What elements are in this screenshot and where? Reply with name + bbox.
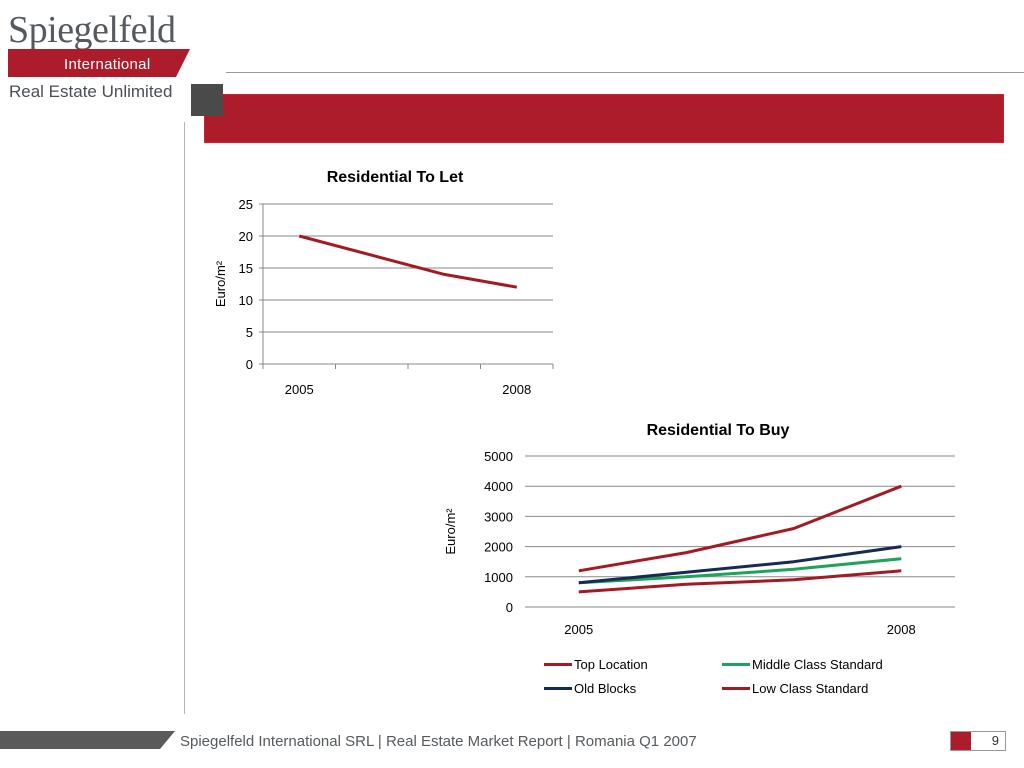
footer-band [0, 731, 175, 749]
header-rule [226, 72, 1024, 73]
title-banner [204, 94, 1004, 143]
x-tick-label: 2005 [285, 382, 314, 397]
x-tick-label: 2005 [564, 622, 593, 637]
series-line-0 [298, 234, 518, 289]
y-tick-label: 3000 [484, 509, 513, 524]
series-line-top-location [578, 484, 902, 573]
chart-title: Residential To Buy [647, 422, 790, 439]
legend-swatch [722, 687, 750, 691]
chart-residential-to-buy-svg: Residential To Buy 0 1000 2000 3000 4000 5000 2… [443, 422, 955, 637]
legend-item-old-blocks: Old Blocks [544, 680, 636, 698]
chart-residential-to-buy: Residential To Buy 0 1000 2000 3000 4000 5000 2… [435, 414, 975, 644]
legend-swatch [722, 663, 750, 667]
legend-swatch [544, 663, 572, 667]
legend-label: Middle Class Standard [752, 657, 883, 672]
legend-item-top-location: Top Location [544, 656, 648, 674]
banner-square [191, 84, 223, 116]
y-tick-label: 25 [239, 197, 253, 212]
y-tick-label: 2000 [484, 540, 513, 555]
y-tick-label: 0 [246, 357, 253, 372]
series-line-low-class-standard [578, 569, 902, 594]
left-divider [184, 122, 185, 714]
page-number-box: 9 [950, 731, 1006, 751]
logo-subtitle: International [64, 56, 151, 73]
y-tick-label: 5 [246, 325, 253, 340]
legend-swatch [544, 687, 572, 691]
y-tick-label: 4000 [484, 479, 513, 494]
y-tick-label: 10 [239, 293, 253, 308]
x-tick-label: 2008 [887, 622, 916, 637]
y-tick-label: 1000 [484, 570, 513, 585]
legend-item-middle-class: Middle Class Standard [722, 656, 883, 674]
page-marker [951, 732, 971, 750]
y-axis-label: Euro/m² [443, 508, 458, 555]
series-line-middle-class-standard [578, 557, 902, 585]
y-tick-label: 15 [239, 261, 253, 276]
legend-label: Top Location [574, 657, 648, 672]
company-logo: Spiegelfeld International Real Estate Un… [0, 0, 200, 110]
y-axis-label: Euro/m² [213, 260, 228, 307]
logo-tagline: Real Estate Unlimited [9, 82, 173, 101]
y-tick-label: 5000 [484, 449, 513, 464]
y-tick-label: 0 [506, 600, 513, 615]
x-tick-label: 2008 [502, 382, 531, 397]
legend-label: Low Class Standard [752, 681, 869, 696]
legend-item-low-class: Low Class Standard [722, 680, 868, 698]
footer-text: Spiegelfeld International SRL | Real Est… [180, 733, 697, 750]
series-line-old-blocks [578, 545, 902, 585]
chart-residential-to-let-svg: Residential To Let 0 5 10 15 20 25 2005 2008 Euro… [213, 169, 554, 397]
chart-title: Residential To Let [327, 169, 464, 186]
chart-residential-to-let: Residential To Let 0 5 10 15 20 25 2005 2008 Euro… [205, 162, 565, 402]
y-tick-label: 20 [239, 229, 253, 244]
logo-red-band [8, 49, 190, 77]
legend-label: Old Blocks [574, 681, 637, 696]
logo-wordmark: Spiegelfeld [8, 9, 176, 51]
chart-legend: Top Location Middle Class Standard Old B… [540, 656, 960, 700]
page-number: 9 [991, 733, 999, 748]
